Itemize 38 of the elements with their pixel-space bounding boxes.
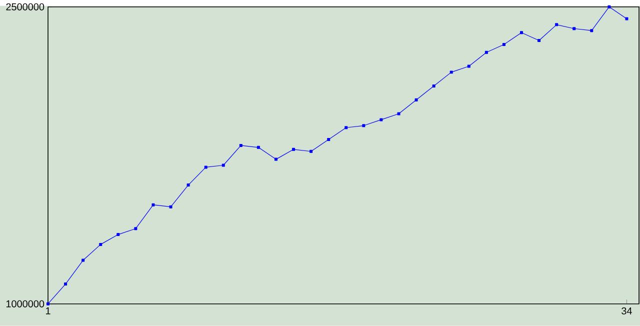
point xyxy=(99,243,102,246)
point xyxy=(467,64,470,68)
point xyxy=(572,27,576,30)
point xyxy=(484,50,488,54)
point xyxy=(64,282,68,286)
point xyxy=(362,124,366,128)
point xyxy=(520,31,523,34)
point xyxy=(169,205,172,208)
point xyxy=(204,166,208,169)
point xyxy=(538,39,541,42)
point xyxy=(239,144,242,148)
point xyxy=(555,23,558,26)
point xyxy=(432,84,436,88)
point xyxy=(380,118,383,122)
x-tick-label: 1 xyxy=(46,307,50,314)
point xyxy=(625,17,628,20)
point xyxy=(82,258,85,262)
point xyxy=(46,302,50,306)
point xyxy=(327,138,330,142)
point xyxy=(274,158,278,161)
point xyxy=(116,233,120,236)
y-tick-label: 2500000 xyxy=(6,3,44,10)
point xyxy=(344,126,348,130)
point xyxy=(397,112,400,116)
point xyxy=(450,70,453,74)
y-tick-label: 1000000 xyxy=(6,300,44,308)
point xyxy=(256,146,260,149)
point xyxy=(152,203,155,206)
point xyxy=(186,184,190,187)
point xyxy=(414,98,418,102)
point xyxy=(590,29,594,32)
x-tick-label: 34 xyxy=(622,307,632,314)
point xyxy=(222,164,225,167)
point xyxy=(292,148,296,151)
point xyxy=(608,5,611,8)
point xyxy=(502,43,506,46)
point xyxy=(134,227,138,230)
point xyxy=(310,150,313,153)
